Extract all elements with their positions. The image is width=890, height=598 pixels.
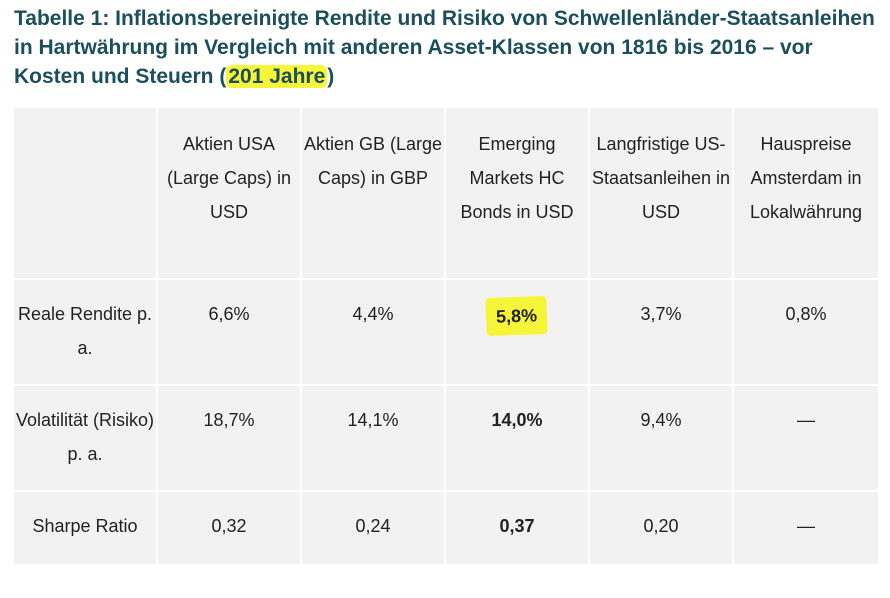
table-cell: 0,32 — [158, 492, 302, 564]
table-cell-highlight: 5,8% — [446, 280, 590, 386]
table-header-row: Aktien USA (Large Caps) in USD Aktien GB… — [14, 108, 878, 280]
table-row: Sharpe Ratio 0,32 0,24 0,37 0,20 — — [14, 492, 878, 564]
table-cell: 4,4% — [302, 280, 446, 386]
table-cell-dash: — — [797, 516, 815, 536]
table-cell-bold: 0,37 — [446, 492, 590, 564]
header-cell-em-hc-bonds: Emerging Markets HC Bonds in USD — [446, 108, 590, 280]
row-label: Volatilität (Risiko) p. a. — [14, 386, 158, 492]
table-cell: 0,20 — [590, 492, 734, 564]
header-cell-aktien-gb: Aktien GB (Large Caps) in GBP — [302, 108, 446, 280]
table-title: Tabelle 1: Inflationsbereinigte Rendite … — [14, 4, 884, 91]
table-cell-bold: 14,0% — [446, 386, 590, 492]
comparison-table-container: Aktien USA (Large Caps) in USD Aktien GB… — [14, 108, 878, 564]
table-cell-dash: — — [734, 386, 878, 492]
table-cell: 0,8% — [734, 280, 878, 386]
table-cell: 9,4% — [590, 386, 734, 492]
header-cell-us-staatsanleihen: Langfristige US-Staatsanleihen in USD — [590, 108, 734, 280]
table-row: Volatilität (Risiko) p. a. 18,7% 14,1% 1… — [14, 386, 878, 492]
table-cell: 14,1% — [302, 386, 446, 492]
row-label: Sharpe Ratio — [14, 492, 158, 564]
highlighted-value: 5,8% — [485, 295, 549, 337]
title-text: Tabelle 1: Inflationsbereinigte Rendite … — [14, 7, 875, 88]
table-cell: 6,6% — [158, 280, 302, 386]
comparison-table: Aktien USA (Large Caps) in USD Aktien GB… — [14, 108, 878, 564]
title-highlight: 201 Jahre — [226, 65, 328, 88]
header-cell-empty — [14, 108, 158, 280]
table-cell: 3,7% — [590, 280, 734, 386]
row-label: Reale Rendite p. a. — [14, 280, 158, 386]
table-cell: 0,24 — [302, 492, 446, 564]
header-cell-hauspreise: Hauspreise Amsterdam in Lokalwährung — [734, 108, 878, 280]
table-cell: 18,7% — [158, 386, 302, 492]
table-row: Reale Rendite p. a. 6,6% 4,4% 5,8% 3,7% … — [14, 280, 878, 386]
header-cell-aktien-usa: Aktien USA (Large Caps) in USD — [158, 108, 302, 280]
title-text-end: ) — [327, 65, 335, 88]
